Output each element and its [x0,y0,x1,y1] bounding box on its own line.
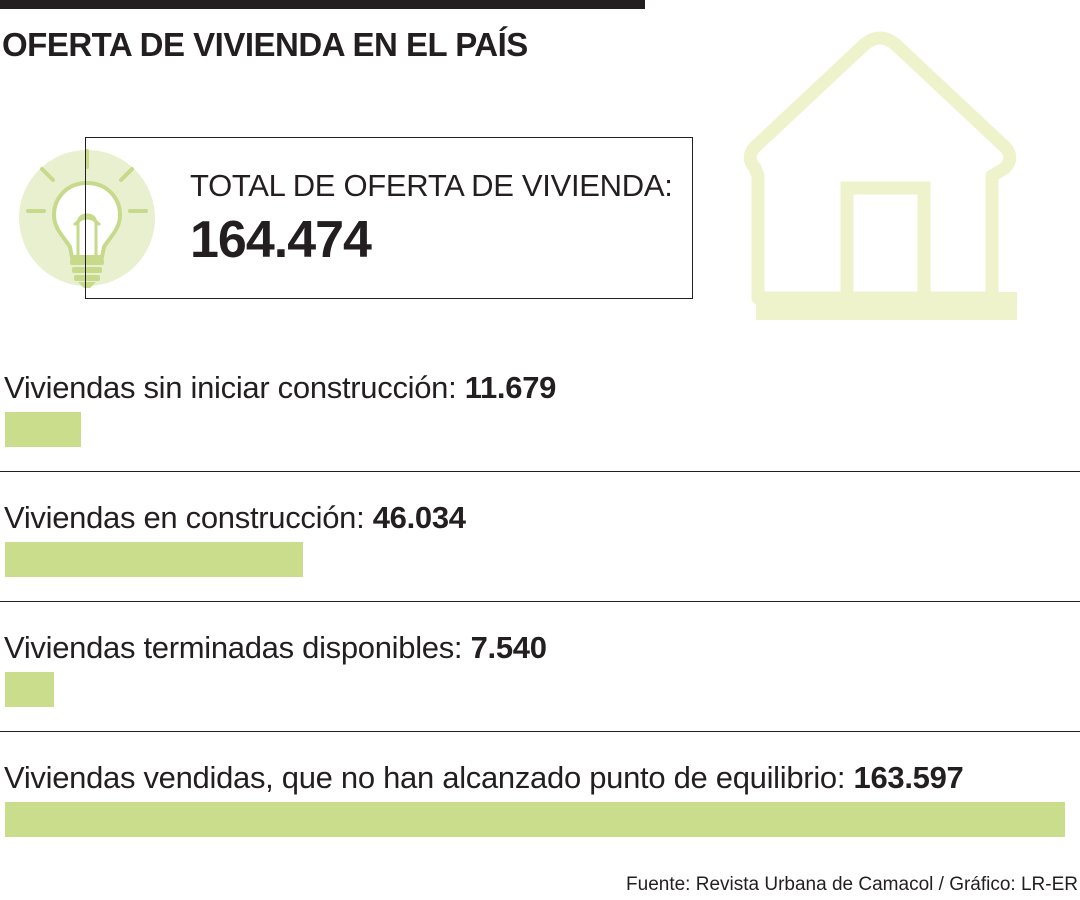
bar-value-label: 11.679 [464,370,557,405]
bar-label: Viviendas terminadas disponibles: 7.540 [4,630,547,666]
house-icon [740,28,1040,328]
row-divider [0,731,1080,732]
bar-category: Viviendas sin iniciar construcción: [4,370,457,405]
bar-label: Viviendas sin iniciar construcción: 11.6… [4,370,556,406]
total-value: 164.474 [190,211,372,269]
top-rule [0,0,645,9]
bar-value-label: 163.597 [853,760,964,795]
bar [5,542,303,577]
total-box: TOTAL DE OFERTA DE VIVIENDA: 164.474 [85,137,693,299]
bar-category: Viviendas terminadas disponibles: [4,630,463,665]
bar-category: Viviendas vendidas, que no han alcanzado… [4,760,846,795]
light-bulb-icon [14,145,164,295]
bar-category: Viviendas en construcción: [4,500,365,535]
row-divider [0,601,1080,602]
chart-title: OFERTA DE VIVIENDA EN EL PAÍS [2,26,528,63]
source-note: Fuente: Revista Urbana de Camacol / Gráf… [626,874,1078,895]
total-label: TOTAL DE OFERTA DE VIVIENDA: [190,168,673,203]
bar-label: Viviendas en construcción: 46.034 [4,500,466,536]
bar [5,802,1065,837]
bar-value-label: 7.540 [470,630,547,665]
bar [5,672,54,707]
row-divider [0,471,1080,472]
bar-label: Viviendas vendidas, que no han alcanzado… [4,760,964,796]
bar [5,412,81,447]
bar-value-label: 46.034 [372,500,466,535]
